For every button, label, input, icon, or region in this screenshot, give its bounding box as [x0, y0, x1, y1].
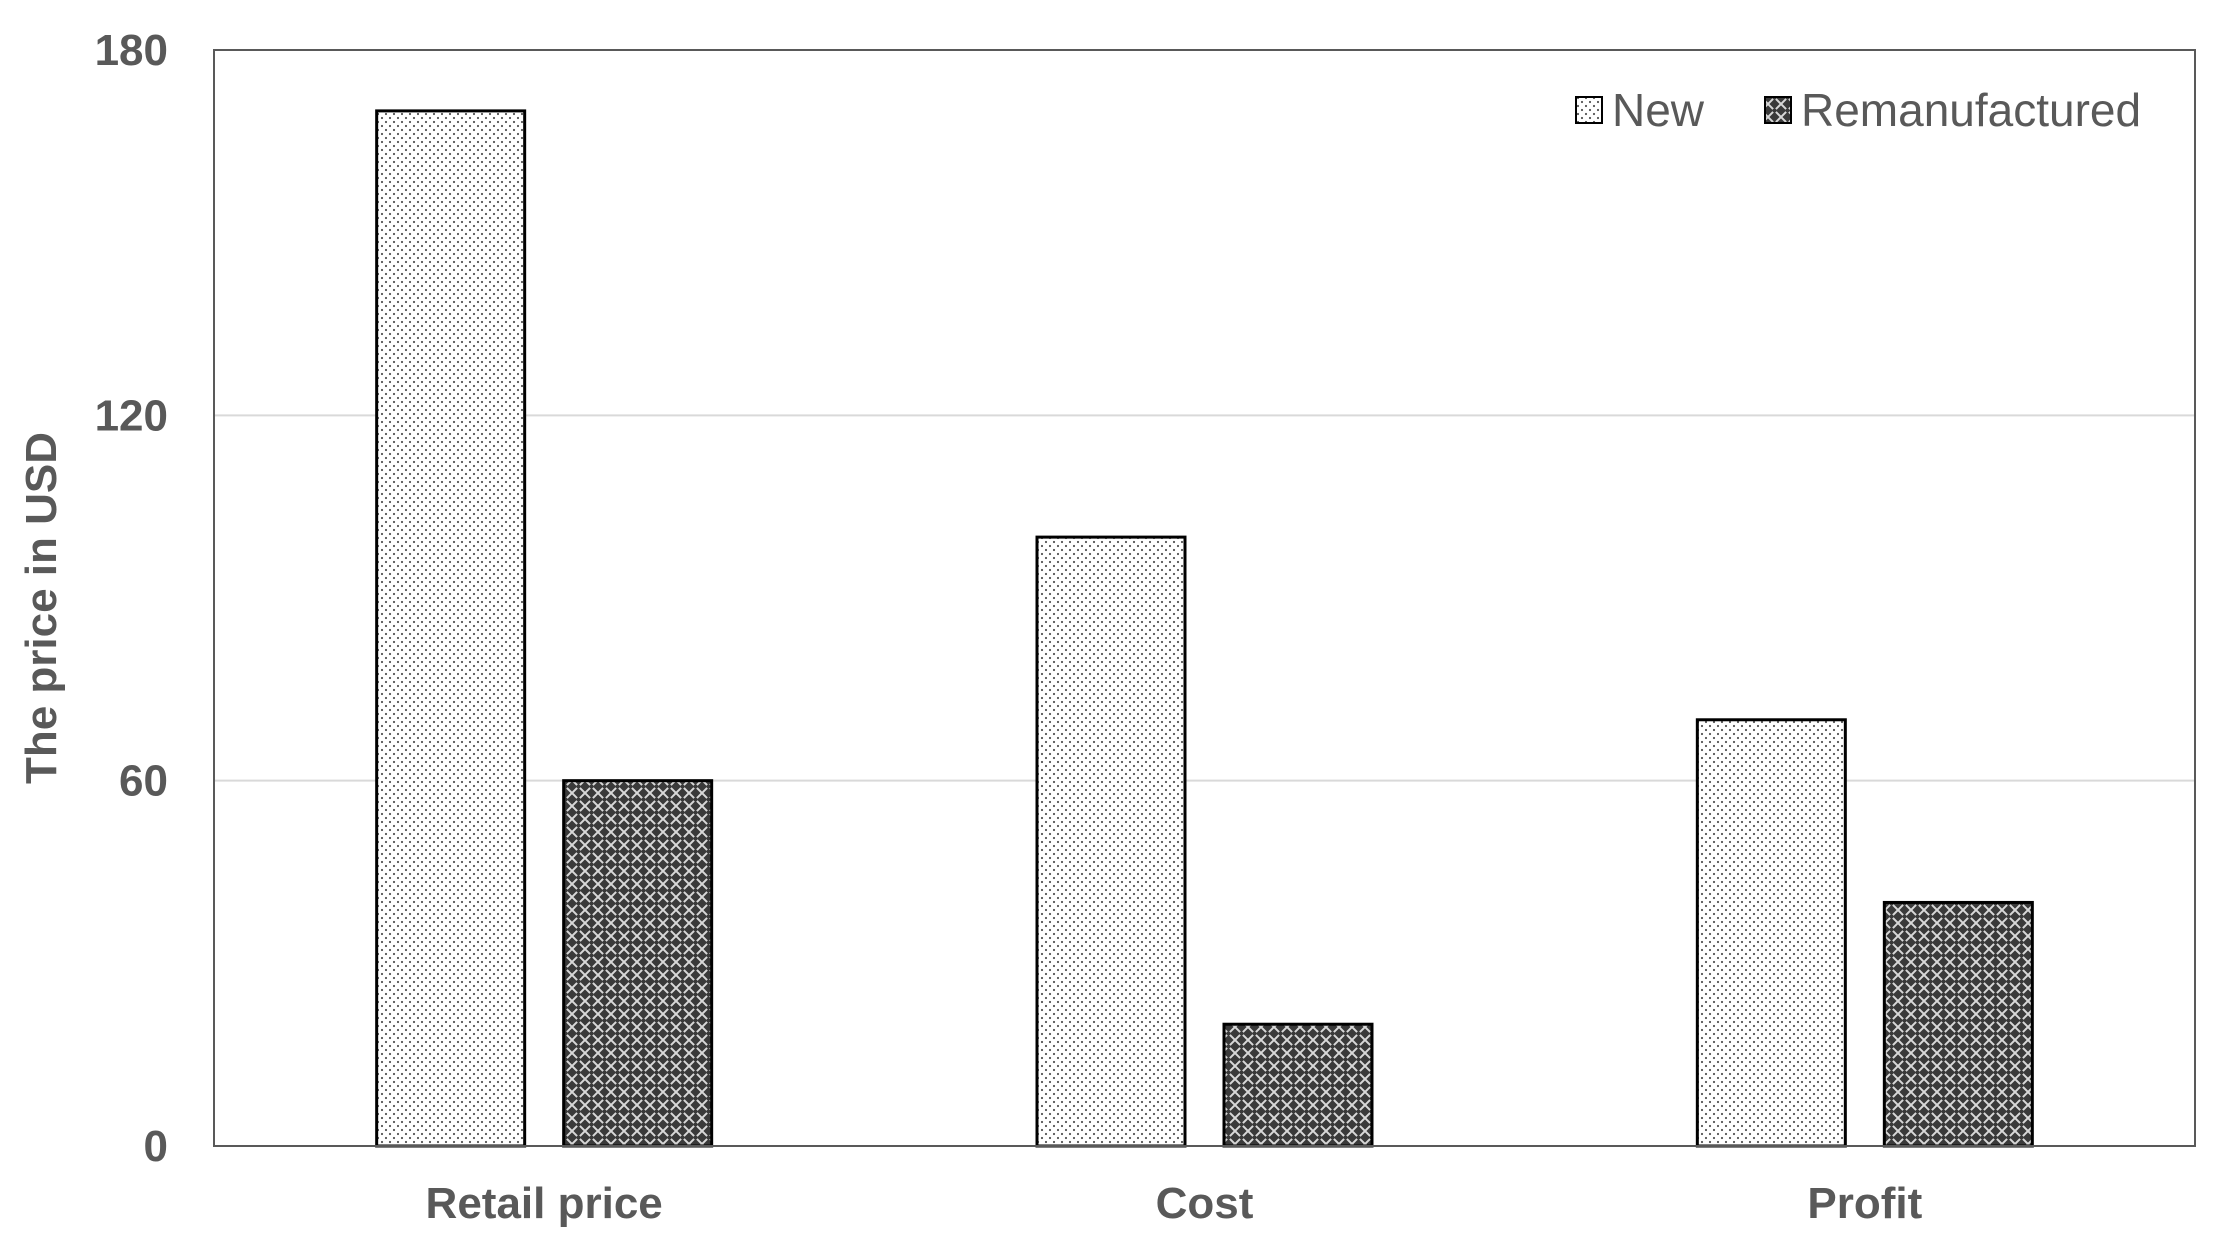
x-category-label: Cost: [1156, 1179, 1254, 1228]
bar-remanufactured-retail-price: [562, 779, 714, 1148]
bar-new-profit: [1695, 718, 1847, 1148]
bars: [375, 109, 2034, 1148]
bar-new-retail-price: [375, 109, 527, 1148]
y-tick-label: 180: [95, 26, 168, 75]
legend-label-new: New: [1612, 84, 1705, 136]
bar-remanufactured-profit: [1882, 900, 2034, 1148]
legend: New Remanufactured: [1575, 84, 2141, 136]
bar-new-cost: [1035, 535, 1187, 1148]
y-axis-title: The price in USD: [17, 432, 66, 784]
y-tick-label: 0: [144, 1122, 168, 1171]
x-category-label: Profit: [1807, 1179, 1922, 1228]
x-category-label: Retail price: [426, 1179, 663, 1228]
legend-swatch-new: [1575, 96, 1603, 124]
gridlines: [214, 414, 2195, 782]
plot-area-frame: [213, 49, 2196, 1147]
y-tick-label: 120: [95, 391, 168, 440]
y-tick-label: 60: [119, 757, 168, 806]
bar-remanufactured-cost: [1222, 1022, 1374, 1148]
y-axis-ticks: 0 60 120 180: [95, 26, 168, 1171]
x-axis-categories: Retail price Cost Profit: [426, 1179, 1923, 1228]
legend-label-remanufactured: Remanufactured: [1801, 84, 2141, 136]
legend-swatch-remanufactured: [1764, 96, 1792, 124]
